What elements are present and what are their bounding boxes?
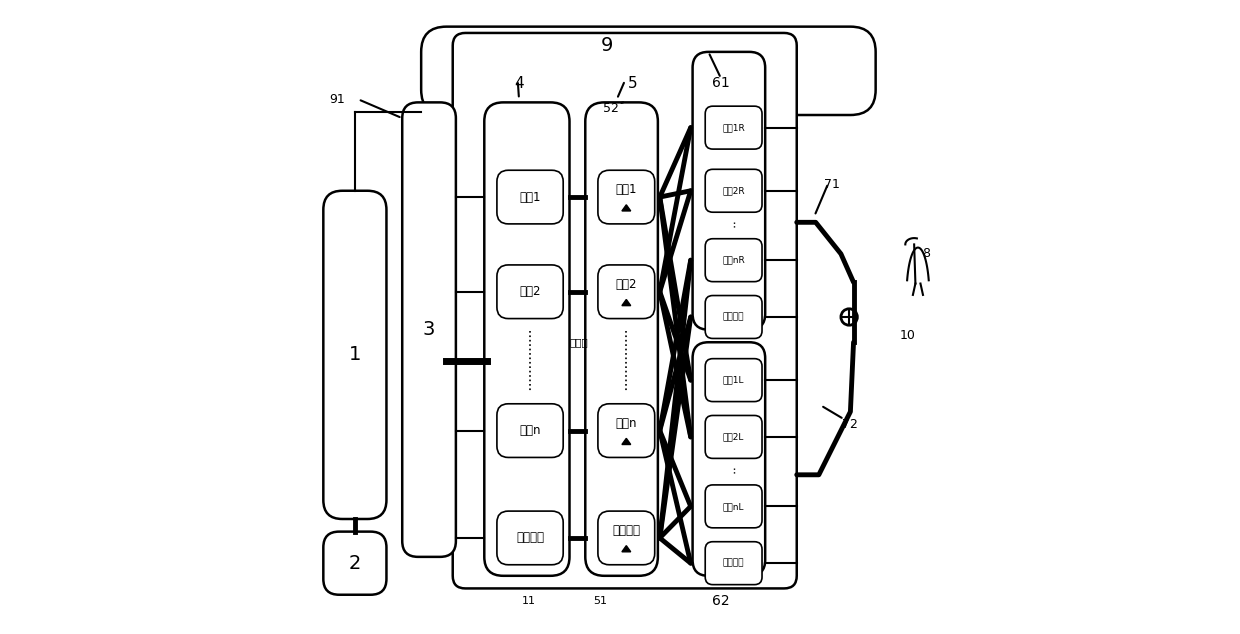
Text: 3: 3 (423, 320, 435, 339)
Text: 阀门2: 阀门2 (520, 285, 541, 298)
FancyBboxPatch shape (497, 404, 563, 458)
Text: 气味2: 气味2 (615, 278, 637, 290)
FancyBboxPatch shape (497, 171, 563, 224)
Text: 气味n: 气味n (615, 417, 637, 430)
FancyBboxPatch shape (497, 265, 563, 318)
Polygon shape (622, 299, 631, 306)
Polygon shape (622, 546, 631, 552)
Text: 阀门温水: 阀门温水 (723, 313, 744, 321)
Text: 61: 61 (712, 77, 730, 91)
Text: 91: 91 (330, 93, 346, 106)
Text: 阀门2L: 阀门2L (723, 432, 744, 441)
Text: 阀门2R: 阀门2R (723, 186, 745, 195)
Text: 8: 8 (923, 247, 930, 261)
FancyBboxPatch shape (706, 295, 763, 339)
Text: 71: 71 (823, 178, 839, 191)
Polygon shape (622, 205, 631, 211)
Text: 62: 62 (712, 594, 730, 608)
FancyBboxPatch shape (598, 404, 655, 458)
Text: 阀门温水: 阀门温水 (516, 531, 544, 545)
Text: 阀门1L: 阀门1L (723, 375, 744, 385)
Text: 阀门nR: 阀门nR (722, 256, 745, 264)
Text: 10: 10 (899, 330, 915, 342)
Text: 1: 1 (348, 346, 361, 365)
Text: 阀门nL: 阀门nL (723, 502, 744, 511)
FancyBboxPatch shape (706, 541, 763, 585)
FancyBboxPatch shape (497, 511, 563, 565)
Text: 4: 4 (515, 76, 523, 91)
Text: 52: 52 (603, 102, 619, 115)
FancyBboxPatch shape (453, 33, 797, 588)
FancyBboxPatch shape (706, 415, 763, 458)
FancyBboxPatch shape (706, 485, 763, 528)
FancyBboxPatch shape (598, 511, 655, 565)
Text: 阀门1: 阀门1 (520, 191, 541, 204)
FancyBboxPatch shape (693, 52, 765, 330)
FancyBboxPatch shape (485, 102, 569, 576)
Text: 气味1: 气味1 (615, 183, 637, 196)
FancyBboxPatch shape (324, 532, 387, 595)
Text: 加热器: 加热器 (569, 337, 588, 347)
Text: 2: 2 (348, 553, 361, 573)
Text: 51: 51 (593, 596, 606, 606)
Text: 阀门1R: 阀门1R (722, 123, 745, 132)
FancyBboxPatch shape (706, 239, 763, 281)
FancyBboxPatch shape (585, 102, 658, 576)
FancyBboxPatch shape (598, 171, 655, 224)
Text: 72: 72 (842, 418, 858, 431)
FancyBboxPatch shape (706, 169, 763, 212)
Text: 阀门n: 阀门n (520, 424, 541, 437)
FancyBboxPatch shape (402, 102, 456, 557)
Text: 阀门温水: 阀门温水 (723, 559, 744, 567)
Polygon shape (622, 438, 631, 444)
FancyBboxPatch shape (324, 191, 387, 519)
Text: 气味温水: 气味温水 (613, 524, 640, 537)
FancyBboxPatch shape (598, 265, 655, 318)
Text: 5: 5 (627, 76, 637, 91)
FancyBboxPatch shape (422, 27, 875, 115)
FancyBboxPatch shape (706, 359, 763, 401)
Text: 9: 9 (601, 36, 614, 55)
Text: 11: 11 (522, 596, 536, 606)
FancyBboxPatch shape (693, 342, 765, 576)
FancyBboxPatch shape (706, 106, 763, 149)
